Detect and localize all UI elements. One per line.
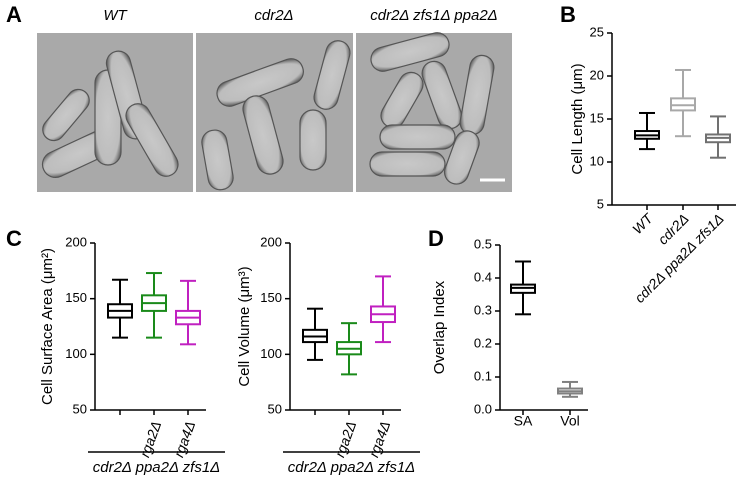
y-tick-label: 10 [590,153,604,168]
y-tick-label: 15 [590,110,604,125]
group-label: cdr2Δ ppa2Δ zfs1Δ [288,459,415,476]
image-label: cdr2Δ zfs1Δ ppa2Δ [370,7,497,24]
panel-label: B [560,2,576,27]
x-tick-label: rga2Δ [136,419,164,460]
y-tick-label: 25 [590,24,604,39]
y-tick-label: 0.5 [474,236,492,251]
panel-label: A [6,2,22,27]
x-tick-label: rga4Δ [365,419,393,460]
y-tick-label: 50 [73,401,87,416]
y-tick-label: 0.0 [474,401,492,416]
x-tick-label: rga4Δ [170,419,198,460]
y-tick-label: 0.4 [474,269,492,284]
y-tick-label: 150 [65,290,87,305]
y-tick-label: 100 [65,346,87,361]
micrographs: WT cdr2Δ cdr2Δ zfs1Δ ppa2Δ [37,7,512,192]
y-tick-label: 150 [260,290,282,305]
y-tick-label: 0.2 [474,335,492,350]
group-label: cdr2Δ ppa2Δ zfs1Δ [93,459,220,476]
y-tick-label: 5 [597,196,604,211]
x-tick-label: WT [629,209,657,237]
y-tick-label: 50 [268,401,282,416]
y-tick-label: 0.3 [474,302,492,317]
image-label: WT [103,7,128,24]
y-axis-label: Cell Volume (μm³) [236,266,253,386]
y-axis-label: Cell Length (μm) [569,63,586,174]
x-tick-label: rga2Δ [331,419,359,460]
image-label: cdr2Δ [254,7,293,24]
y-tick-label: 200 [260,234,282,249]
panel-label: D [428,226,444,251]
cells [41,32,495,191]
x-tick-label: Vol [560,413,579,429]
y-axis-label: Overlap Index [431,280,448,374]
y-tick-label: 20 [590,67,604,82]
x-tick-label: SA [514,413,533,429]
y-tick-label: 0.1 [474,368,492,383]
panel-label: C [6,226,22,251]
y-tick-label: 100 [260,346,282,361]
y-tick-label: 200 [65,234,87,249]
y-axis-label: Cell Surface Area (μm²) [39,248,56,405]
